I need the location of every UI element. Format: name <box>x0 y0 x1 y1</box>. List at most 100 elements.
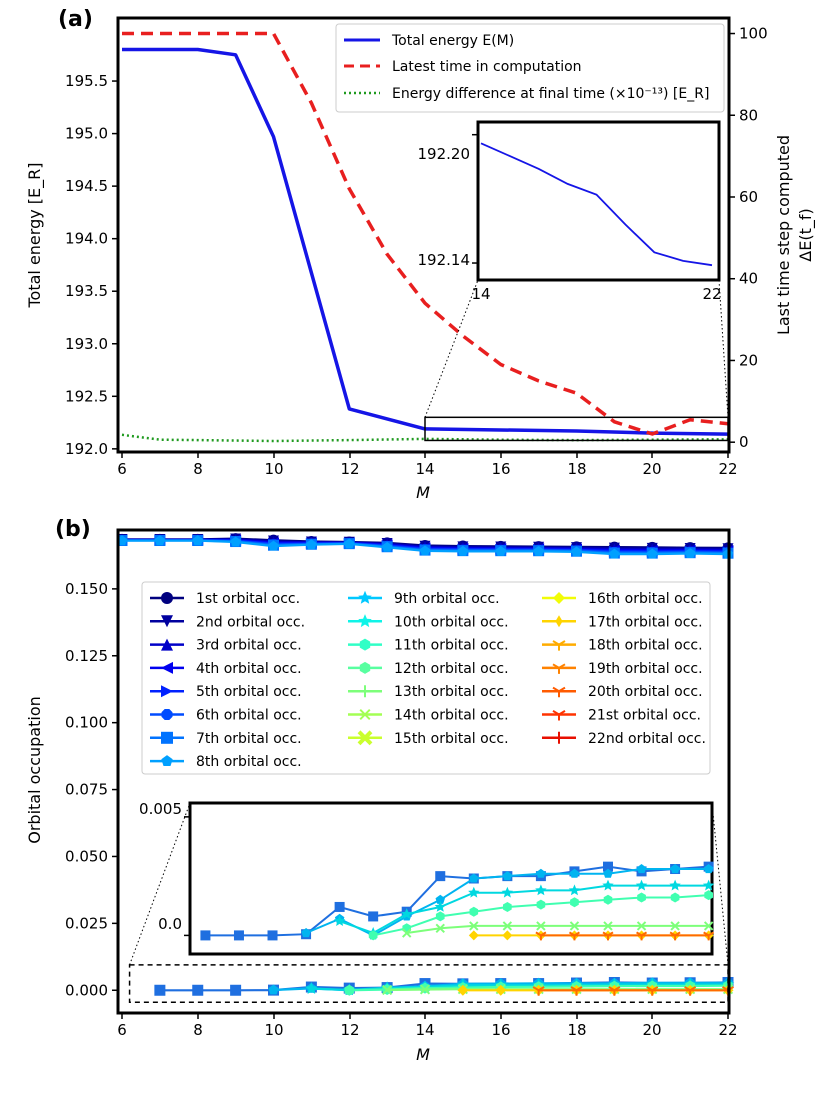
panel-a-inset: 192.20 192.14 14 22 <box>418 120 722 303</box>
inset-y-tick-192.20: 192.20 <box>418 145 471 163</box>
inset-y-tick-192.14: 192.14 <box>418 251 471 269</box>
energy-difference-line <box>121 433 729 443</box>
inset-group-3-line <box>339 884 709 935</box>
inset-group-2-marker <box>502 871 513 881</box>
low-occupation-group-6-marker <box>457 984 469 996</box>
legend-marker-orbital-20 <box>552 686 566 698</box>
x-tick-label-22: 22 <box>718 460 737 478</box>
inset-group-1-marker <box>334 901 345 912</box>
y-tick-label-0.075: 0.075 <box>65 781 108 799</box>
low-occupation-group-7-marker <box>608 986 621 996</box>
inset-group-4-marker <box>704 890 713 901</box>
inset-group-3-marker <box>568 884 581 896</box>
orbital-8-marker <box>154 535 166 546</box>
orbital-8-marker <box>457 545 469 556</box>
y-tick-label-0.100: 0.100 <box>65 714 108 732</box>
panel-b-legend-entries: 1st orbital occ. 2nd orbital occ. 3rd orbi… <box>150 590 706 770</box>
inset-group-3-marker <box>333 915 346 926</box>
right-tick-label-20: 20 <box>739 351 758 369</box>
y-tick-label-0.125: 0.125 <box>65 647 108 665</box>
x-tick-label-18: 18 <box>567 1021 586 1039</box>
panel-b-x-ticks: 6 8 10 12 14 16 18 20 22 <box>117 1013 738 1039</box>
legend-marker-orbital-4 <box>161 661 173 674</box>
inset-group-4-marker <box>469 906 479 917</box>
inset-group-3-marker <box>535 884 547 896</box>
right-tick-label-40: 40 <box>739 270 758 288</box>
legend-label-orbital-20: 20th orbital occ. <box>588 684 703 700</box>
y-tick-label-192.5: 192.5 <box>65 387 108 405</box>
panel-a-right-label-1: Last time step computed <box>774 135 793 335</box>
zoom-rectangle <box>128 964 729 1004</box>
orbital-8-marker <box>495 545 506 556</box>
right-tick-label-60: 60 <box>739 188 758 206</box>
inset-group-2-marker <box>569 868 580 878</box>
inset-group-7-marker <box>636 931 648 941</box>
orbital-8-marker <box>306 539 317 550</box>
inset-group-2-marker <box>636 864 647 874</box>
panel-a-right-label-2: ΔE(t_f) <box>796 208 816 261</box>
x-tick-label-16: 16 <box>491 1021 510 1039</box>
legend-label-orbital-6: 6th orbital occ. <box>196 708 302 724</box>
orbital-8-marker <box>344 538 355 549</box>
inset-group-2-marker <box>670 864 680 874</box>
y-tick-label-194.0: 194.0 <box>65 230 108 248</box>
inset-group-3-marker <box>669 879 681 891</box>
inset-group-5-marker <box>569 921 580 931</box>
inset-group-5-line <box>406 924 709 934</box>
legend-label-orbital-9: 9th orbital occ. <box>394 591 500 607</box>
inset-frame <box>188 801 714 956</box>
latest-time-line <box>122 31 729 436</box>
panel-a: (a) Total energy E(M) Latest time in com… <box>25 7 816 502</box>
low-occupation-group-7-marker <box>646 986 659 996</box>
legend-label-orbital-11: 11th orbital occ. <box>394 638 509 654</box>
legend-marker-orbital-15 <box>357 730 373 746</box>
orbital-8-marker <box>647 548 658 559</box>
x-tick-label-12: 12 <box>340 1021 359 1039</box>
legend-label-orbital-17: 17th orbital occ. <box>588 614 703 630</box>
right-tick-label-0: 0 <box>739 433 749 451</box>
inset-group-2-marker <box>301 928 311 938</box>
panel-a-x-ticks: 6 8 10 12 14 16 18 20 22 <box>117 452 738 478</box>
legend-marker-orbital-7 <box>161 731 173 744</box>
inset-y-tick-0.0: 0.0 <box>158 915 182 933</box>
x-tick-label-18: 18 <box>567 460 586 478</box>
inset-group-5-marker <box>536 921 546 931</box>
inset-group-1-marker <box>368 911 379 922</box>
inset-group-5-marker <box>469 921 479 931</box>
y-tick-label-0.000: 0.000 <box>65 981 108 999</box>
inset-group-2-marker <box>603 868 613 878</box>
panel-a-y-ticks: 192.0 192.5 193.0 193.5 194.0 194.5 195.0 195.5 <box>65 72 118 458</box>
inset-group-2-marker <box>469 873 479 883</box>
legend-label-orbital-21: 21st orbital occ. <box>588 708 701 724</box>
low-occupation-group-7-marker <box>532 986 545 996</box>
inset-group-2-marker <box>536 868 546 878</box>
inset-group-3-marker <box>468 886 480 898</box>
inset-group-4-marker <box>368 930 378 941</box>
legend-marker-orbital-1 <box>161 592 173 604</box>
legend-frame <box>335 23 725 113</box>
x-tick-label-22: 22 <box>718 1021 737 1039</box>
inset-group-1-marker <box>233 930 244 941</box>
legend-label-orbital-2: 2nd orbital occ. <box>196 614 305 630</box>
y-tick-label-193.5: 193.5 <box>65 282 108 300</box>
orbital-8-marker <box>192 535 203 546</box>
inset-group-3-marker <box>635 879 648 891</box>
orbital-8-marker <box>230 536 241 547</box>
inset-group-3-marker <box>501 886 514 898</box>
legend-marker-orbital-19 <box>552 663 566 674</box>
panel-a-legend: Total energy E(M) Latest time in computa… <box>335 23 725 113</box>
legend-label-orbital-13: 13th orbital occ. <box>394 684 509 700</box>
inset-group-5-marker <box>703 921 714 931</box>
inset-group-4-marker <box>603 894 613 905</box>
legend-marker-orbital-6 <box>161 709 173 720</box>
panel-b: (b) 1st orbital occ. 2nd orbital occ. 3rd … <box>25 517 738 1064</box>
low-occupation-group-1-marker <box>154 984 166 996</box>
x-tick-label-20: 20 <box>642 460 661 478</box>
legend-marker-orbital-16 <box>553 592 565 604</box>
legend-label-energy-difference: Energy difference at final time (×10⁻¹³)… <box>392 86 709 102</box>
panel-b-axes-frame <box>116 528 731 1015</box>
legend-label-orbital-4: 4th orbital occ. <box>196 661 302 677</box>
inset-group-3-marker <box>401 908 413 919</box>
inset-group-5-marker <box>502 921 513 931</box>
legend-marker-orbital-3 <box>161 638 173 651</box>
